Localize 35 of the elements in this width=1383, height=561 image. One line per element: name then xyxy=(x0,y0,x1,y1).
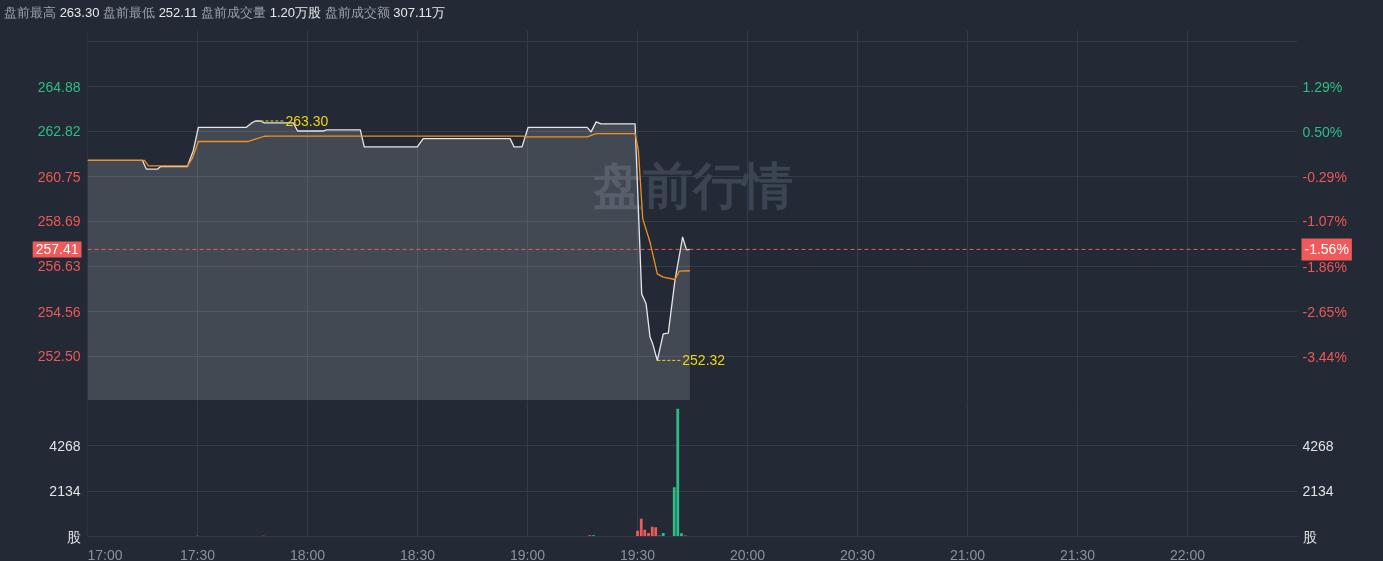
y2-tick-label: -2.65% xyxy=(1302,303,1347,320)
y-tick-label: 262.82 xyxy=(37,123,81,140)
y-tick-label: 256.63 xyxy=(37,258,81,275)
y-tick-label: 4268 xyxy=(49,437,81,454)
x-tick-label: 22:00 xyxy=(1169,546,1206,561)
y2-tick-label: 0.50% xyxy=(1302,123,1343,140)
y-tick-label: 258.69 xyxy=(37,213,81,230)
x-tick-label: 19:30 xyxy=(619,546,656,561)
annotation: 263.30 xyxy=(285,112,329,129)
y2-tick-label: 4268 xyxy=(1302,437,1334,454)
x-tick-label: 20:00 xyxy=(729,546,766,561)
x-tick-label: 17:30 xyxy=(179,546,216,561)
y2-tick-label: 2134 xyxy=(1302,483,1334,500)
x-tick-label: 21:30 xyxy=(1059,546,1096,561)
x-tick-label: 18:00 xyxy=(289,546,326,561)
y-tick-label: 2134 xyxy=(49,483,81,500)
y2-tick-label: -3.44% xyxy=(1302,348,1347,365)
text: -1.56% xyxy=(1304,241,1349,258)
y2-tick-label: 股 xyxy=(1302,528,1317,545)
x-tick-label: 18:30 xyxy=(399,546,436,561)
y-tick-label: 260.75 xyxy=(37,168,81,185)
chart-title: 盘前最高 263.30 盘前最低 252.11 盘前成交量 1.20万股 盘前成交额 307.11万 xyxy=(4,5,446,20)
x-tick-label: 19:00 xyxy=(509,546,546,561)
x-tick-label: 21:00 xyxy=(949,546,986,561)
y-tick-label: 252.50 xyxy=(37,348,81,365)
y-tick-label: 254.56 xyxy=(37,303,81,320)
annotation: 252.32 xyxy=(682,352,726,369)
x-tick-label: 17:00 xyxy=(87,546,123,561)
y-tick-label: 股 xyxy=(66,528,81,545)
y2-tick-label: 1.29% xyxy=(1302,78,1343,95)
y-tick-label: 264.88 xyxy=(37,78,81,95)
y2-tick-label: -0.29% xyxy=(1302,169,1347,186)
x-tick-label: 20:30 xyxy=(839,546,876,561)
y2-tick-label: -1.07% xyxy=(1302,213,1347,230)
y2-tick-label: -1.86% xyxy=(1302,258,1347,275)
